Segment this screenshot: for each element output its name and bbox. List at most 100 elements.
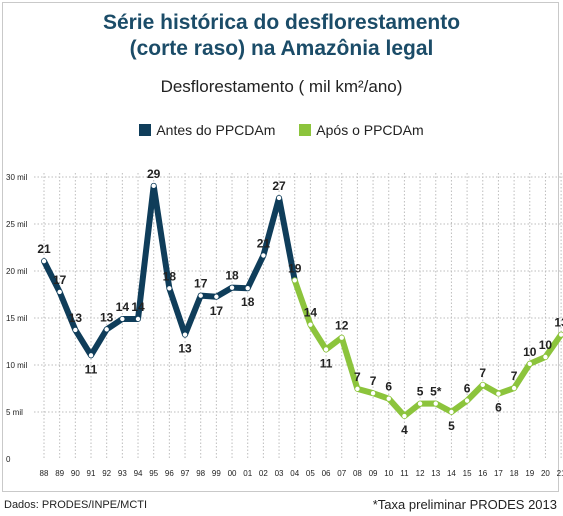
- chart-frame: [2, 2, 559, 492]
- chart-title: Série histórica do desflorestamento (cor…: [0, 10, 563, 62]
- data-point: [323, 347, 329, 352]
- chart-subtitle: Desflorestamento ( mil km²/ano): [160, 77, 403, 96]
- data-label: 7: [479, 366, 486, 380]
- data-label: 13: [554, 316, 563, 330]
- data-point: [245, 286, 250, 291]
- y-tick-label: 30 mil: [6, 173, 28, 182]
- x-tick-label: 13: [431, 469, 440, 478]
- data-point: [511, 385, 517, 391]
- x-tick-label: 97: [181, 469, 190, 478]
- data-point: [151, 183, 156, 189]
- x-tick-label: 93: [118, 469, 127, 478]
- x-tick-label: 21: [557, 469, 563, 478]
- data-label: 7: [370, 374, 377, 388]
- data-point: [214, 294, 219, 299]
- x-tick-label: 10: [384, 469, 393, 478]
- data-point: [449, 409, 454, 415]
- data-label: 6: [495, 401, 502, 415]
- x-tick-label: 89: [55, 469, 64, 478]
- x-tick-label: 20: [541, 469, 550, 478]
- data-label: 11: [320, 356, 333, 370]
- data-label: 7: [354, 370, 361, 384]
- y-tick-label: 5 mil: [6, 408, 23, 417]
- data-label: 17: [194, 277, 208, 291]
- x-tick-label: 96: [165, 469, 174, 478]
- x-tick-label: 12: [416, 469, 425, 478]
- y-tick-label: 25 mil: [6, 220, 28, 229]
- x-tick-label: 92: [102, 469, 111, 478]
- data-point: [339, 335, 344, 340]
- data-label: 14: [304, 306, 318, 320]
- data-label: 10: [539, 338, 553, 352]
- data-point: [135, 316, 141, 322]
- y-tick-label: 0: [6, 455, 11, 464]
- data-point: [276, 195, 282, 201]
- x-tick-label: 08: [353, 469, 362, 478]
- data-label: 17: [53, 273, 67, 287]
- x-tick-label: 90: [71, 469, 80, 478]
- data-label: 6: [464, 382, 471, 396]
- data-point: [292, 278, 297, 283]
- data-point: [57, 289, 62, 295]
- data-label: 14: [131, 300, 145, 314]
- data-point: [558, 332, 563, 337]
- data-point: [417, 401, 423, 406]
- data-label: 11: [85, 362, 98, 376]
- data-label: 6: [385, 380, 392, 394]
- y-tick-label: 20 mil: [6, 267, 28, 276]
- data-label: 14: [116, 300, 130, 314]
- data-point: [480, 382, 485, 388]
- x-tick-label: 06: [322, 469, 331, 478]
- data-point: [355, 386, 360, 392]
- x-tick-label: 88: [40, 469, 49, 478]
- data-point: [386, 396, 391, 401]
- x-tick-label: 07: [337, 469, 346, 478]
- data-label: 27: [272, 179, 286, 193]
- data-label: 18: [163, 269, 177, 283]
- y-tick-label: 15 mil: [6, 314, 28, 323]
- data-label: 13: [69, 311, 83, 325]
- data-point: [198, 293, 203, 298]
- legend-item-before: Antes do PPCDAm: [139, 122, 275, 138]
- data-point: [527, 361, 532, 366]
- data-label: 5: [448, 419, 455, 433]
- x-tick-label: 14: [447, 469, 456, 478]
- title-line-1: Série histórica do desflorestamento: [102, 11, 461, 34]
- data-label: 10: [523, 345, 537, 359]
- data-label: 5: [417, 385, 424, 399]
- legend-label-before: Antes do PPCDAm: [156, 122, 276, 138]
- data-label: 13: [178, 342, 192, 356]
- data-point: [167, 286, 172, 291]
- x-tick-label: 09: [369, 469, 378, 478]
- data-label: 29: [147, 167, 161, 181]
- legend-label-after: Após o PPCDAm: [316, 122, 424, 138]
- x-tick-label: 91: [87, 469, 96, 478]
- legend-swatch-before: [139, 124, 152, 136]
- x-tick-label: 02: [259, 469, 268, 478]
- x-tick-label: 01: [243, 469, 252, 478]
- data-point: [88, 353, 94, 358]
- legend: Antes do PPCDAm Após o PPCDAm: [0, 122, 563, 139]
- data-point: [543, 354, 548, 360]
- x-tick-label: 19: [525, 469, 534, 478]
- data-label: 4: [401, 423, 408, 437]
- data-point: [308, 322, 313, 327]
- series-line-after: [291, 277, 563, 420]
- x-tick-label: 16: [478, 469, 487, 478]
- source-note: Dados: PRODES/INPE/MCTI: [4, 499, 148, 511]
- data-point: [104, 327, 109, 332]
- x-tick-label: 05: [306, 469, 315, 478]
- data-label: 13: [100, 310, 114, 324]
- x-tick-label: 94: [134, 469, 143, 478]
- data-point: [229, 285, 235, 290]
- data-label: 21: [257, 236, 271, 250]
- x-tick-label: 99: [212, 469, 221, 478]
- data-point: [402, 413, 407, 419]
- data-label: 17: [210, 304, 224, 318]
- preliminary-note: *Taxa preliminar PRODES 2013: [372, 497, 557, 512]
- data-label: 18: [241, 295, 255, 309]
- x-tick-label: 95: [149, 469, 158, 478]
- legend-item-after: Após o PPCDAm: [299, 122, 424, 138]
- data-label: 18: [225, 269, 239, 283]
